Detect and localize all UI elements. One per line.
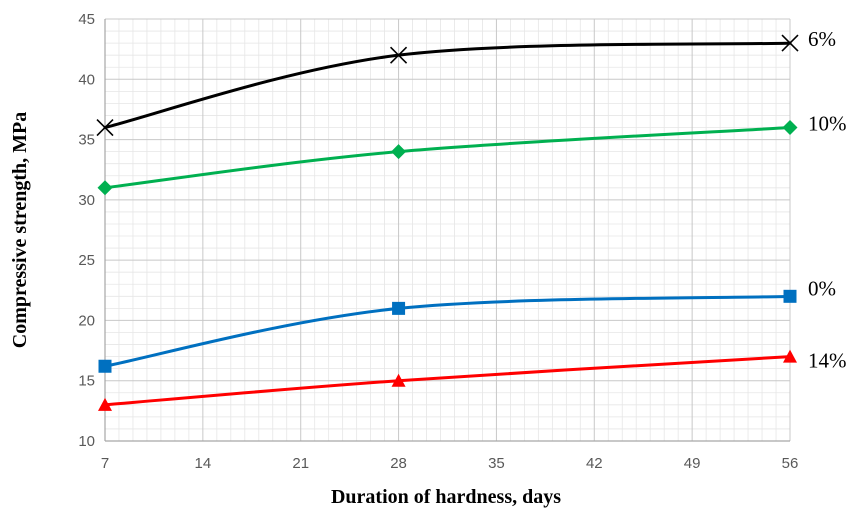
y-tick-label: 25 [78,252,95,269]
x-tick-label: 7 [101,455,109,472]
data-markers [96,34,799,411]
x-tick-label: 28 [390,455,407,472]
series-line-1 [103,126,792,190]
tick-labels: 7 14 21 28 35 42 49 56 10 15 20 25 30 35 40 45 [78,11,798,472]
x-tick-label: 21 [292,455,309,472]
x-tick-label: 42 [586,455,603,472]
x-tick-label: 56 [782,455,799,472]
y-tick-label: 10 [78,433,95,450]
y-tick-label: 20 [78,312,95,329]
data-point-series-0 [96,118,114,137]
data-point-series-2 [783,289,797,303]
y-tick-label: 15 [78,373,95,390]
series-label-2: 0% [808,276,836,300]
series-label-3: 14% [808,349,847,373]
series-labels: 6% 10% 0% 14% [808,27,847,372]
grid [104,18,791,442]
data-point-series-3 [98,397,112,411]
y-axis-title: Compressive strength, MPa [9,112,31,348]
x-marker-stroke [390,46,408,64]
x-tick-label: 49 [684,455,701,472]
series-label-1: 10% [808,112,847,136]
y-tick-label: 40 [78,71,95,88]
data-point-series-2 [392,301,406,315]
x-tick-label: 14 [195,455,212,472]
x-axis-title: Duration of hardness, days [331,486,561,508]
x-marker-stroke [781,34,799,52]
series-line-2 [103,294,792,368]
y-tick-label: 35 [78,132,95,149]
x-marker-stroke [96,118,114,137]
series-line-0 [103,41,792,130]
data-point-series-3 [783,349,797,363]
data-point-series-1 [782,120,798,136]
y-tick-label: 45 [78,11,95,28]
series-label-0: 6% [808,27,836,51]
data-point-series-1 [97,180,113,196]
data-point-series-0 [390,46,408,64]
data-point-series-0 [781,34,799,52]
data-point-series-2 [98,359,112,373]
y-tick-label: 30 [78,192,95,209]
data-point-series-3 [391,373,406,387]
x-tick-label: 35 [488,455,505,472]
data-point-series-1 [391,144,407,160]
